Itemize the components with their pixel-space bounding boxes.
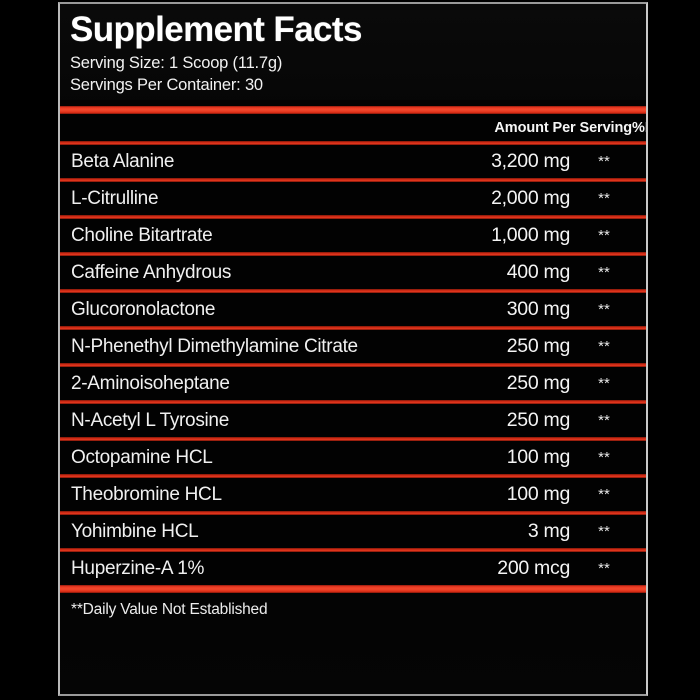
ingredient-amount: 250 mg <box>506 335 571 357</box>
row-divider <box>60 289 646 293</box>
servings-per-container-text: Servings Per Container: 30 <box>70 76 263 94</box>
panel-inner: Supplement Facts Serving Size: 1 Scoop (… <box>60 4 646 694</box>
row-divider <box>60 252 646 256</box>
table-row: L-Citrulline 2,000 mg ** <box>60 182 646 215</box>
header-spacer <box>60 100 646 106</box>
table-row: Choline Bitartrate 1,000 mg ** <box>60 219 646 252</box>
table-row: Caffeine Anhydrous 400 mg ** <box>60 256 646 289</box>
table-row: N-Acetyl L Tyrosine 250 mg ** <box>60 404 646 437</box>
ingredient-dv: ** <box>598 486 610 503</box>
table-row: Glucoronolactone 300 mg ** <box>60 293 646 326</box>
footnote-text: **Daily Value Not Established <box>71 601 268 618</box>
ingredient-amount: 400 mg <box>506 261 571 283</box>
page-title: Supplement Facts <box>70 10 362 49</box>
ingredient-amount: 250 mg <box>506 409 571 431</box>
ingredient-dv: ** <box>598 227 610 244</box>
rule-thick-top <box>60 106 646 114</box>
row-divider <box>60 511 646 515</box>
table-row: Yohimbine HCL 3 mg ** <box>60 515 646 548</box>
serving-size-text: Serving Size: 1 Scoop (11.7g) <box>70 54 283 72</box>
ingredient-name: 2-Aminoisoheptane <box>71 372 230 394</box>
column-header-dv: %DV <box>632 119 646 136</box>
ingredient-amount: 100 mg <box>506 446 571 468</box>
row-divider <box>60 548 646 552</box>
ingredient-name: Glucoronolactone <box>71 298 216 320</box>
ingredient-amount: 300 mg <box>506 298 571 320</box>
ingredient-dv: ** <box>598 338 610 355</box>
ingredient-name: Caffeine Anhydrous <box>71 261 232 283</box>
row-divider <box>60 141 646 145</box>
table-row: Huperzine-A 1% 200 mcg ** <box>60 552 646 585</box>
ingredient-name: N-Acetyl L Tyrosine <box>71 409 229 431</box>
table-column-header: Amount Per Serving %DV <box>60 114 646 141</box>
ingredient-dv: ** <box>598 264 610 281</box>
ingredient-name: Beta Alanine <box>71 150 175 172</box>
ingredient-name: Yohimbine HCL <box>71 520 199 542</box>
table-row: Theobromine HCL 100 mg ** <box>60 478 646 511</box>
table-row: 2-Aminoisoheptane 250 mg ** <box>60 367 646 400</box>
ingredient-name: N-Phenethyl Dimethylamine Citrate <box>71 335 358 357</box>
ingredient-dv: ** <box>598 449 610 466</box>
ingredient-name: Octopamine HCL <box>71 446 213 468</box>
table-row: N-Phenethyl Dimethylamine Citrate 250 mg *… <box>60 330 646 363</box>
ingredient-dv: ** <box>598 190 610 207</box>
ingredient-name: Choline Bitartrate <box>71 224 213 246</box>
ingredient-amount: 3 mg <box>527 520 570 542</box>
ingredient-amount: 3,200 mg <box>491 150 570 172</box>
ingredient-rows: Beta Alanine 3,200 mg ** L-Citrulline 2,000 … <box>60 141 646 585</box>
row-divider <box>60 215 646 219</box>
ingredient-amount: 100 mg <box>506 483 571 505</box>
row-divider <box>60 400 646 404</box>
ingredient-amount: 250 mg <box>506 372 571 394</box>
ingredient-dv: ** <box>598 560 610 577</box>
row-divider <box>60 326 646 330</box>
ingredient-name: Theobromine HCL <box>71 483 222 505</box>
ingredient-amount: 1,000 mg <box>491 224 570 246</box>
rule-thick-bottom <box>60 585 646 593</box>
ingredient-amount: 200 mcg <box>497 557 570 579</box>
ingredient-dv: ** <box>598 153 610 170</box>
ingredient-dv: ** <box>598 375 610 392</box>
table-row: Octopamine HCL 100 mg ** <box>60 441 646 474</box>
row-divider <box>60 178 646 182</box>
ingredient-dv: ** <box>598 301 610 318</box>
row-divider <box>60 437 646 441</box>
table-row: Beta Alanine 3,200 mg ** <box>60 145 646 178</box>
ingredient-name: Huperzine-A 1% <box>71 557 205 579</box>
row-divider <box>60 474 646 478</box>
ingredient-name: L-Citrulline <box>71 187 159 209</box>
ingredient-dv: ** <box>598 523 610 540</box>
row-divider <box>60 363 646 367</box>
ingredient-amount: 2,000 mg <box>491 187 570 209</box>
label-header: Supplement Facts Serving Size: 1 Scoop (… <box>60 4 646 100</box>
column-header-amount: Amount Per Serving <box>494 119 632 136</box>
ingredient-dv: ** <box>598 412 610 429</box>
supplement-facts-panel: Supplement Facts Serving Size: 1 Scoop (… <box>58 2 648 696</box>
